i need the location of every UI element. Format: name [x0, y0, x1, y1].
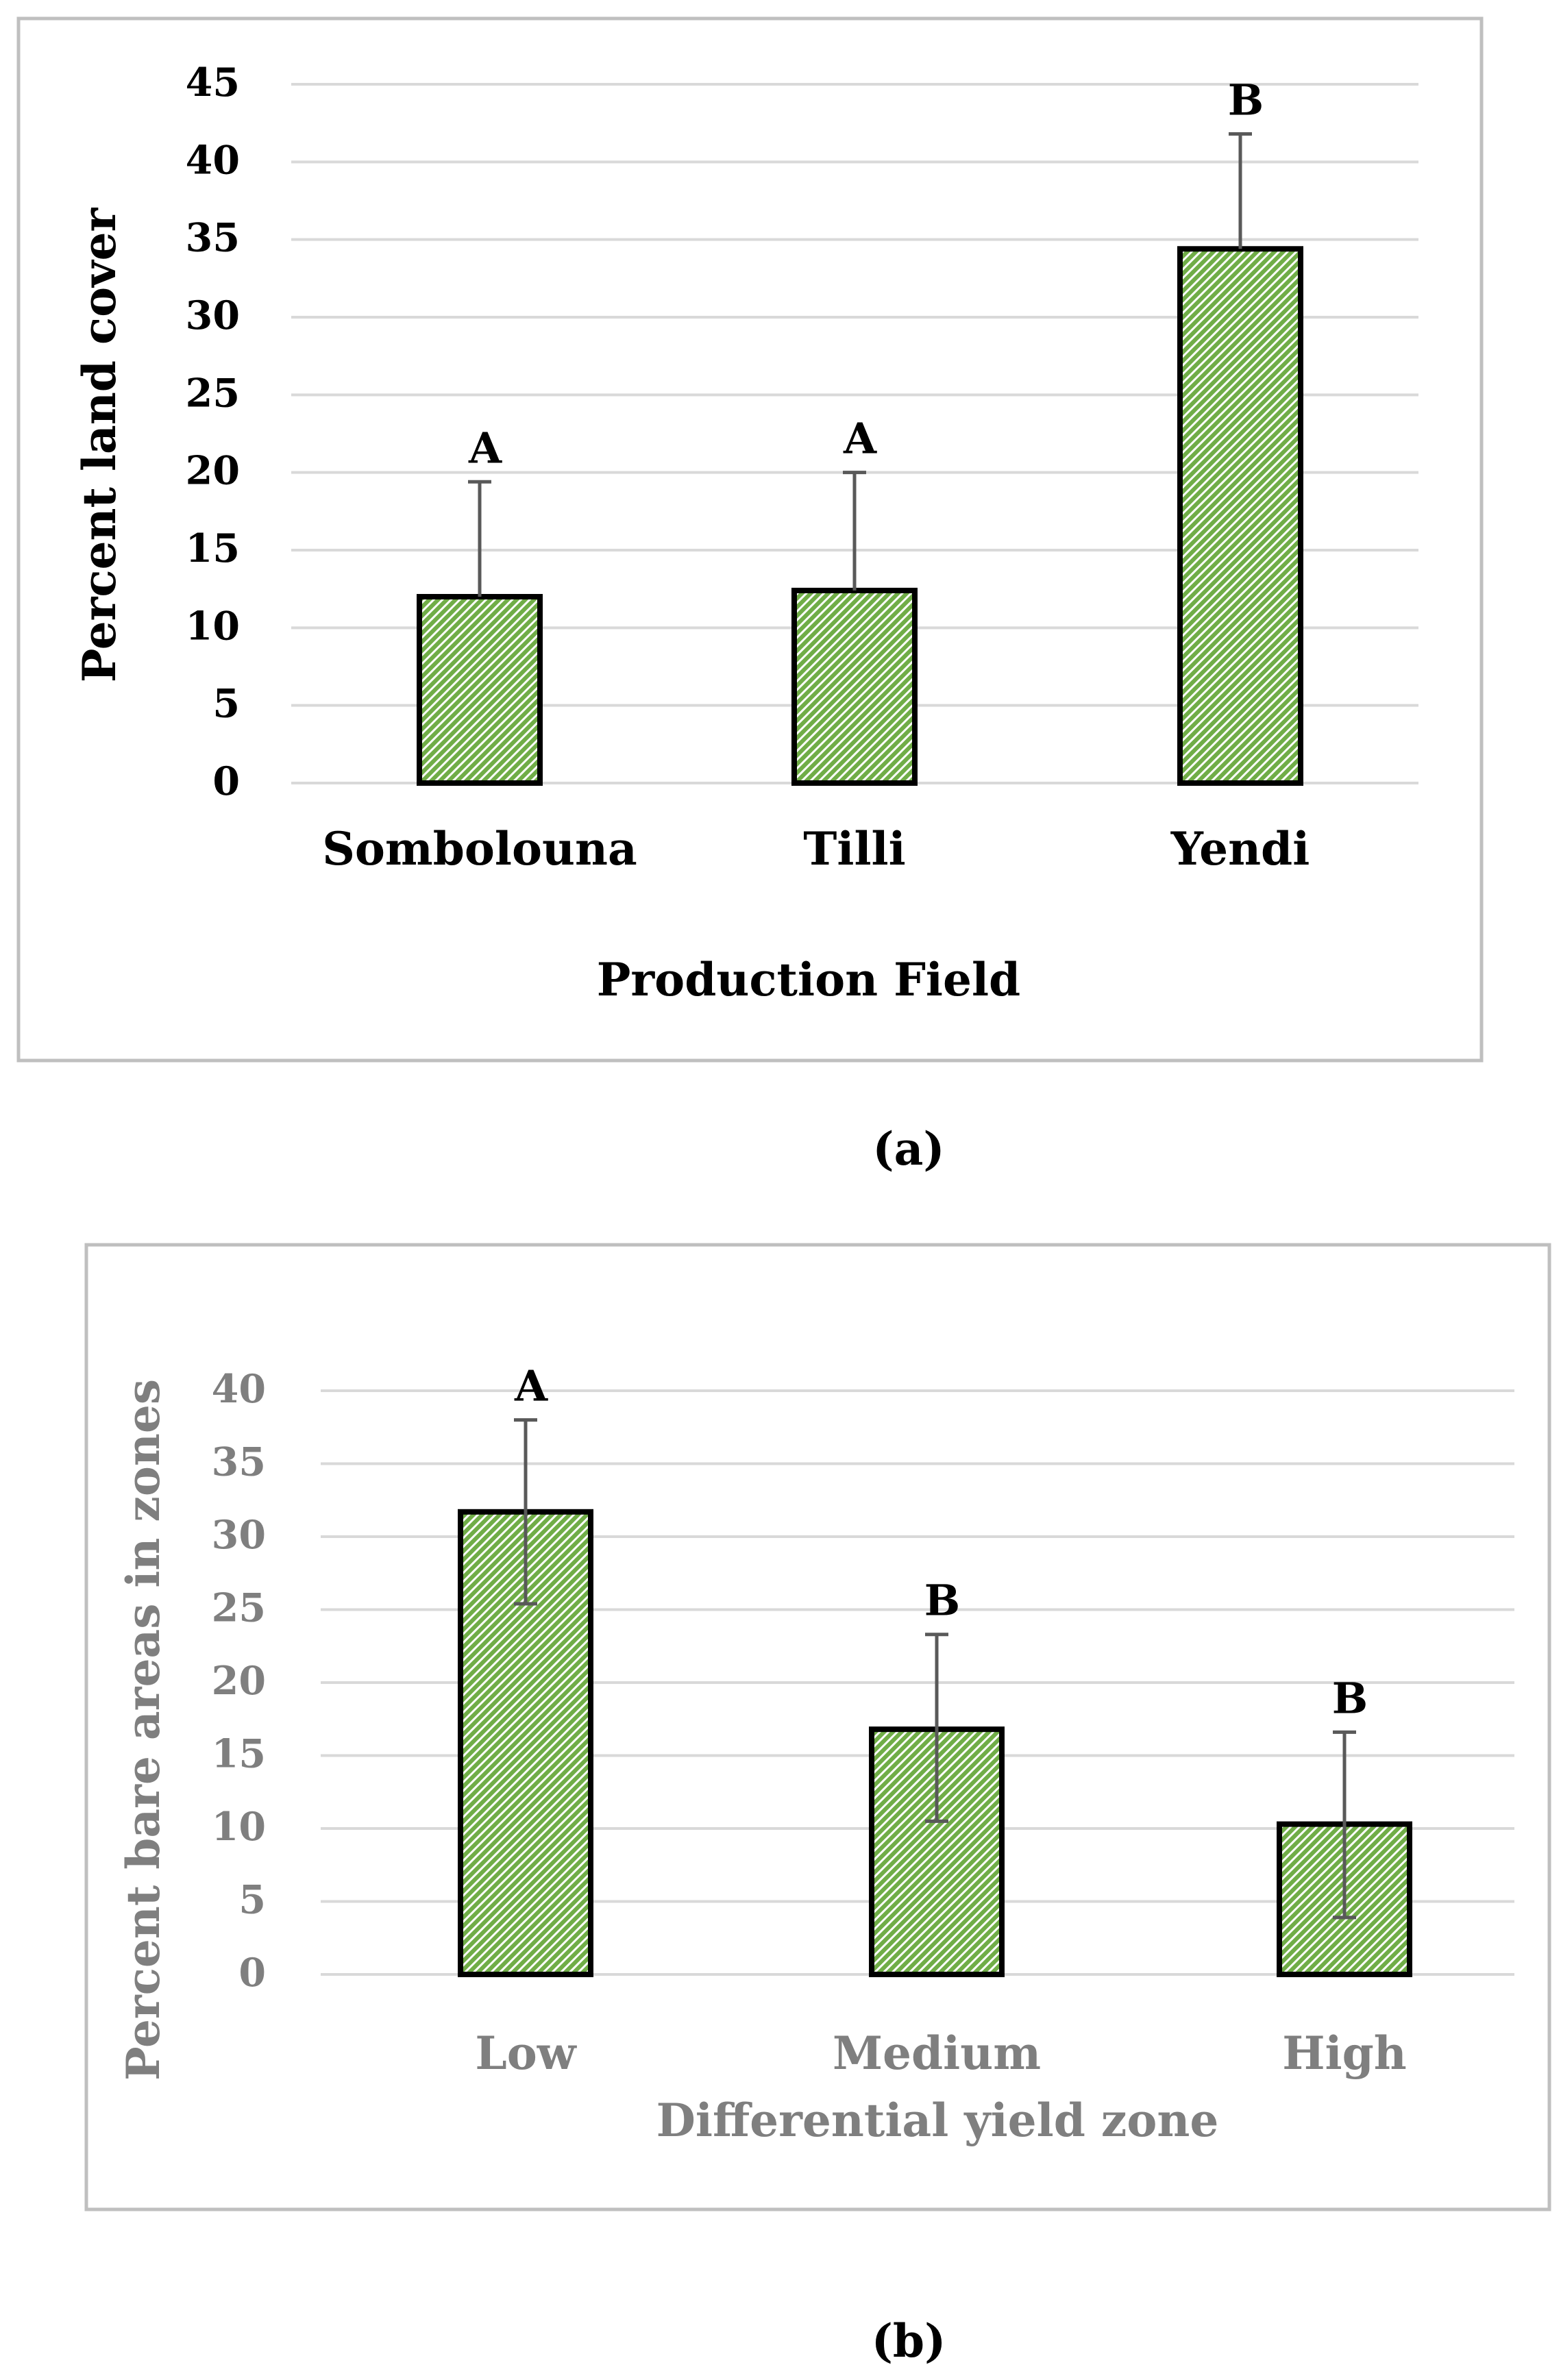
y-tick-label: 20 [186, 448, 240, 494]
significance-letter: B [924, 1576, 960, 1626]
y-tick-label: 40 [186, 137, 240, 183]
chart-b-y-ticks: 0 5 10 15 20 25 30 35 40 [212, 1366, 266, 1996]
x-category-label: High [1282, 2026, 1407, 2080]
chart-b-error-bars [514, 1418, 1356, 1920]
x-category-label: Sombolouna [322, 822, 637, 876]
x-category-label: Yendi [1170, 822, 1310, 876]
chart-b: 0 5 10 15 20 25 30 35 40 A B B Low Medium High Diffe… [84, 1243, 1551, 2211]
caption-a: (a) [872, 1122, 944, 1176]
chart-b-frame [84, 1243, 1551, 2211]
y-tick-label: 35 [212, 1439, 266, 1485]
y-tick-label: 25 [186, 370, 240, 416]
significance-letter: B [1332, 1673, 1368, 1723]
caption-b: (b) [872, 2314, 946, 2368]
y-tick-label: 40 [212, 1366, 266, 1412]
x-category-label: Tilli [803, 822, 905, 876]
chart-b-significance-letters: A B B [514, 1361, 1368, 1724]
chart-a-y-ticks: 0 5 10 15 20 25 30 35 40 45 [186, 60, 240, 804]
chart-a-x-axis-title: Production Field [597, 953, 1020, 1006]
chart-b-x-categories: Low Medium High [475, 2026, 1406, 2080]
bar-yendi [1177, 246, 1303, 786]
y-tick-label: 0 [212, 758, 240, 804]
y-tick-label: 45 [186, 60, 240, 106]
y-tick-label: 35 [186, 215, 240, 261]
significance-letter: B [1228, 75, 1264, 125]
bar-sombolouna [417, 594, 543, 786]
y-tick-label: 15 [212, 1731, 266, 1777]
y-tick-label: 5 [212, 681, 240, 727]
y-tick-label: 30 [212, 1512, 266, 1558]
significance-letter: A [514, 1361, 548, 1411]
y-tick-label: 10 [186, 603, 240, 649]
y-tick-label: 5 [238, 1877, 266, 1923]
chart-b-x-axis-title: Differential yield zone [656, 2094, 1219, 2147]
chart-a-significance-letters: A A B [468, 75, 1264, 473]
x-category-label: Medium [833, 2026, 1041, 2080]
chart-a-y-axis-title: Percent land cover [73, 208, 126, 683]
chart-a-bars [417, 246, 1303, 786]
significance-letter: A [843, 414, 877, 464]
y-tick-label: 10 [212, 1804, 266, 1850]
x-category-label: Low [475, 2026, 577, 2080]
bar-medium [869, 1726, 1005, 1977]
chart-a-x-categories: Sombolouna Tilli Yendi [322, 822, 1310, 876]
chart-b-y-axis-title: Percent bare areas in zones [116, 1379, 170, 2081]
chart-a-error-bars [468, 132, 1252, 597]
y-tick-label: 20 [212, 1658, 266, 1704]
y-tick-label: 15 [186, 525, 240, 571]
y-tick-label: 0 [238, 1950, 266, 1996]
y-tick-label: 25 [212, 1585, 266, 1631]
chart-a: 0 5 10 15 20 25 30 35 40 45 A A B Sombolouna Tilli Ye… [16, 16, 1484, 1063]
significance-letter: A [468, 423, 502, 473]
y-tick-label: 30 [186, 293, 240, 338]
bar-tilli [791, 587, 918, 786]
